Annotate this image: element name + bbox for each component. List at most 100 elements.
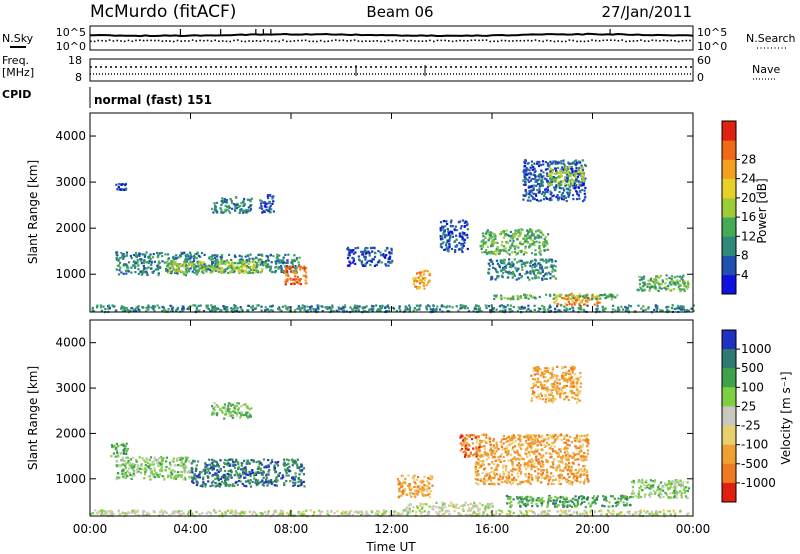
- power-cell: [512, 263, 515, 266]
- velocity-cell: [249, 485, 253, 488]
- power-cell: [226, 205, 229, 208]
- velocity-cell: [479, 440, 482, 443]
- velocity-cell: [122, 463, 125, 466]
- velocity-cell: [418, 485, 421, 488]
- power-cell: [551, 260, 554, 264]
- velocity-cell: [168, 467, 171, 470]
- velocity-cell: [173, 470, 176, 473]
- velocity-cell: [246, 473, 250, 476]
- velocity-cell: [570, 375, 574, 379]
- power-cell: [183, 263, 186, 266]
- power-cell: [241, 266, 244, 269]
- power-cell: [331, 304, 334, 307]
- power-cell: [522, 293, 526, 296]
- velocity-cell: [249, 415, 252, 418]
- velocity-cell: [247, 416, 250, 419]
- velocity-cell: [275, 462, 279, 465]
- velocity-cell: [245, 471, 248, 474]
- velocity-cell: [152, 475, 155, 478]
- velocity-cell: [532, 369, 535, 372]
- power-cell: [181, 252, 184, 255]
- power-cell: [568, 191, 571, 194]
- power-cell: [533, 162, 536, 165]
- velocity-cell: [577, 377, 580, 380]
- velocity-cell: [126, 475, 129, 478]
- velocity-cell: [421, 486, 424, 489]
- power-cell: [531, 240, 535, 243]
- velocity-cell: [511, 461, 514, 464]
- power-cell: [214, 208, 218, 212]
- power-cell: [463, 232, 466, 235]
- power-cell: [545, 190, 548, 193]
- power-cell: [524, 194, 527, 197]
- velocity-cell: [422, 494, 425, 497]
- power-cell: [517, 230, 520, 233]
- power-cell: [191, 262, 194, 265]
- power-cell: [120, 305, 123, 308]
- power-cell: [545, 259, 548, 262]
- power-cell: [242, 271, 245, 274]
- power-cell: [524, 173, 527, 176]
- velocity-cell: [527, 481, 530, 484]
- velocity-cell: [245, 473, 248, 476]
- power-cell: [196, 271, 199, 274]
- velocity-cell: [551, 388, 554, 391]
- power-cell: [184, 265, 187, 268]
- velocity-cell: [512, 437, 515, 440]
- power-cell: [222, 271, 226, 274]
- power-cell: [653, 284, 656, 287]
- velocity-cell: [238, 472, 241, 475]
- velocity-cell: [535, 450, 539, 453]
- power-cell: [282, 270, 285, 273]
- power-cell: [528, 271, 531, 274]
- velocity-cell: [275, 476, 278, 479]
- power-cell: [234, 304, 237, 307]
- power-cell: [363, 249, 366, 252]
- velocity-cell: [237, 463, 240, 466]
- power-cell: [454, 225, 457, 228]
- velocity-cell: [526, 479, 530, 482]
- velocity-cell: [547, 479, 551, 482]
- power-cell: [234, 207, 237, 210]
- power-cell: [242, 201, 245, 204]
- power-cell: [416, 272, 419, 275]
- power-cell: [303, 308, 306, 311]
- velocity-cell: [190, 466, 193, 470]
- velocity-cell: [483, 452, 486, 455]
- velocity-cell: [233, 404, 236, 407]
- power-cell: [545, 196, 548, 199]
- velocity-cell: [575, 447, 578, 450]
- power-cell: [259, 271, 262, 274]
- velocity-cell: [490, 446, 493, 449]
- power-cell: [544, 244, 547, 247]
- power-cell: [528, 180, 531, 183]
- power-cell: [149, 257, 152, 261]
- power-cell: [286, 278, 289, 281]
- velocity-cell: [495, 446, 499, 449]
- power-cell: [506, 304, 509, 307]
- velocity-cell: [566, 465, 569, 468]
- velocity-cell: [239, 416, 242, 419]
- power-cell: [446, 222, 449, 226]
- velocity-cell: [422, 486, 426, 489]
- power-cell: [591, 294, 594, 297]
- power-cell: [484, 241, 488, 244]
- velocity-cell: [543, 373, 546, 376]
- power-cell: [199, 304, 202, 307]
- power-cell: [474, 307, 477, 310]
- power-cell: [562, 198, 565, 201]
- velocity-cell: [467, 448, 470, 451]
- power-cell: [135, 309, 138, 313]
- power-cell: [299, 309, 302, 312]
- power-cell: [541, 175, 544, 178]
- velocity-cell: [561, 469, 564, 472]
- power-cell: [519, 234, 522, 237]
- power-cell: [626, 306, 629, 310]
- power-cell: [194, 256, 197, 259]
- velocity-cell: [280, 477, 283, 480]
- power-cell: [585, 296, 588, 299]
- power-cell: [135, 255, 138, 258]
- velocity-cell: [110, 455, 113, 458]
- power-cell: [577, 170, 580, 173]
- velocity-cell: [571, 481, 574, 484]
